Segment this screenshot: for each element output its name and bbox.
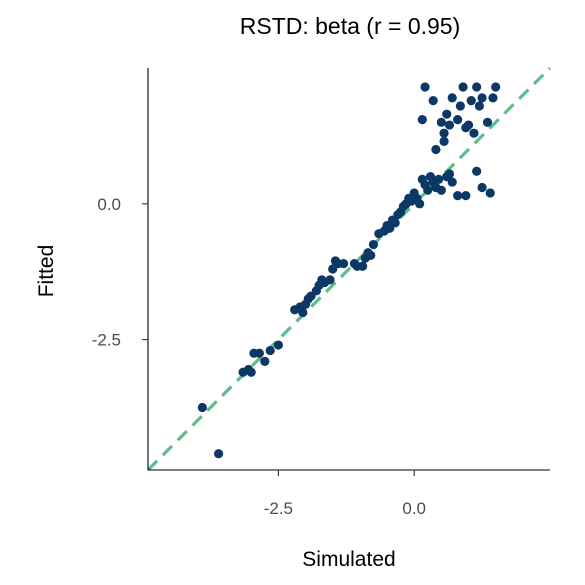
data-point (458, 82, 468, 92)
data-point (428, 95, 438, 106)
data-point (463, 120, 474, 130)
data-point (477, 182, 487, 193)
data-point (439, 136, 449, 146)
y-tick-label: -2.5 (92, 331, 121, 350)
data-point (472, 166, 482, 176)
data-point (214, 449, 224, 459)
data-point (466, 95, 476, 106)
data-point (368, 239, 379, 250)
data-point (417, 115, 427, 125)
axis-ticks-layer: -2.5 0.0 0.0 -2.5 (92, 195, 426, 518)
data-point (447, 93, 457, 103)
data-point (423, 185, 433, 195)
data-point (444, 169, 455, 179)
data-point (273, 340, 283, 350)
data-point (439, 128, 449, 138)
data-point (325, 275, 335, 285)
x-axis-label: Simulated (302, 548, 395, 571)
data-point (453, 115, 463, 125)
data-point (474, 101, 484, 111)
y-tick-label: 0.0 (97, 195, 121, 214)
data-point (197, 402, 207, 413)
x-tick-label: -2.5 (264, 499, 293, 518)
data-point (390, 218, 400, 228)
data-point (485, 188, 495, 198)
data-point (246, 367, 256, 377)
data-point (436, 117, 446, 127)
data-point (482, 117, 493, 127)
x-tick-label: 0.0 (402, 499, 426, 518)
points-layer (197, 82, 501, 459)
data-point (366, 250, 376, 261)
data-point (420, 82, 430, 92)
data-point (491, 82, 501, 92)
data-point (442, 109, 452, 119)
data-point (431, 144, 441, 155)
data-point (436, 185, 446, 195)
data-point (434, 174, 444, 184)
data-point (254, 348, 264, 358)
data-point (265, 345, 275, 356)
data-point (357, 261, 368, 271)
data-point (455, 101, 465, 111)
chart-title: RSTD: beta (r = 0.95) (240, 13, 461, 39)
data-point (453, 191, 463, 201)
data-point (298, 307, 308, 318)
data-point (488, 93, 498, 103)
data-point (477, 93, 487, 103)
data-point (444, 120, 455, 130)
identity-reference-line (146, 66, 552, 472)
y-axis-label: Fitted (35, 245, 58, 298)
data-point (447, 177, 457, 187)
data-point (415, 199, 425, 209)
data-point (472, 82, 482, 92)
data-point (338, 258, 349, 269)
data-point (469, 128, 479, 138)
reference-line-layer (146, 66, 552, 472)
data-point (260, 356, 270, 366)
data-point (461, 191, 471, 201)
